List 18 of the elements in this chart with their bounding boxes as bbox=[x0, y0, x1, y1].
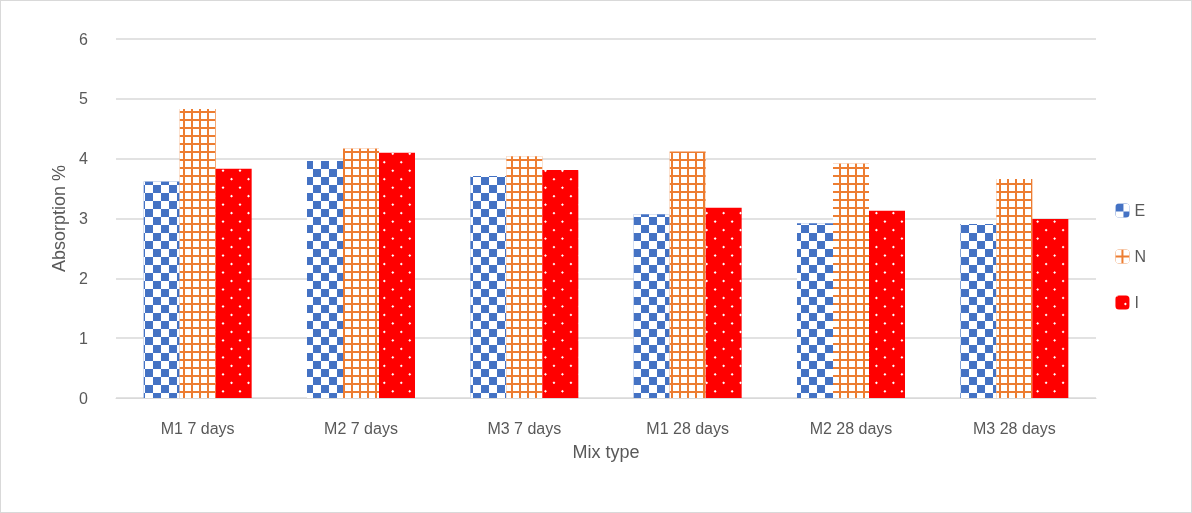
y-tick-label: 6 bbox=[79, 30, 89, 48]
y-tick-label: 3 bbox=[79, 210, 89, 227]
y-tick-label: 2 bbox=[79, 269, 89, 287]
x-tick-label: M1 7 days bbox=[160, 419, 235, 437]
x-tick-label: M1 28 days bbox=[646, 419, 730, 437]
legend-label: N bbox=[1134, 248, 1147, 265]
y-axis-title: Absorption % bbox=[49, 164, 69, 273]
x-tick-label: M2 7 days bbox=[324, 419, 398, 437]
y-tick-label: 4 bbox=[79, 150, 89, 168]
x-tick-label: M3 28 days bbox=[972, 419, 1056, 437]
y-tick-label: 1 bbox=[79, 329, 89, 347]
legend-label: E bbox=[1134, 202, 1146, 219]
x-tick-label: M3 7 days bbox=[487, 419, 562, 437]
y-tick-label: 5 bbox=[79, 90, 89, 108]
x-axis-title: Mix type bbox=[572, 442, 640, 462]
legend-label: I bbox=[1134, 294, 1139, 311]
x-tick-label: M2 28 days bbox=[809, 419, 893, 437]
y-tick-label: 0 bbox=[79, 389, 89, 407]
